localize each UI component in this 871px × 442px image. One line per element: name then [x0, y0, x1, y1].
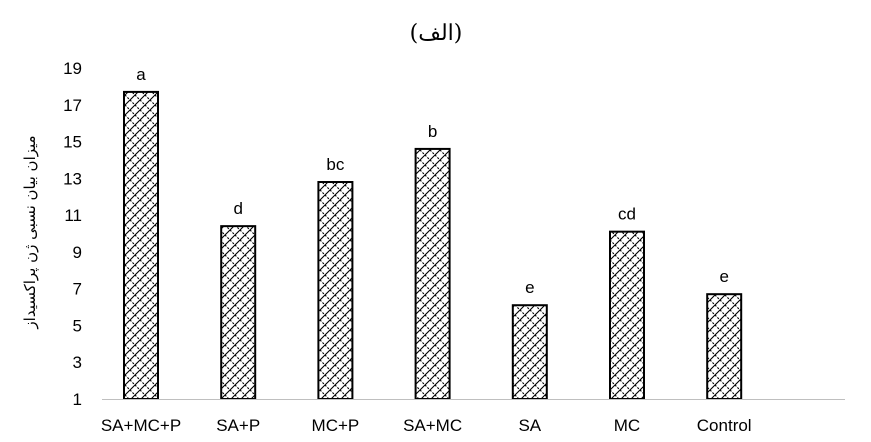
y-axis-label: میزان بیان نسبی ژن پراکسیداز	[21, 135, 40, 329]
y-tick-label: 19	[63, 59, 82, 78]
data-label: a	[136, 65, 146, 84]
x-tick-label: SA	[518, 416, 541, 435]
y-tick-label: 3	[73, 353, 82, 372]
x-tick-label: MC	[614, 416, 640, 435]
bar	[123, 90, 159, 401]
y-tick-label: 1	[73, 390, 82, 409]
x-tick-label: SA+MC+P	[101, 416, 181, 435]
x-tick-label: Control	[697, 416, 752, 435]
data-label: e	[525, 278, 534, 297]
x-tick-label: MC+P	[312, 416, 360, 435]
y-tick-label: 17	[63, 96, 82, 115]
bar	[706, 293, 743, 400]
chart-title: (الف)	[410, 21, 463, 46]
y-tick-label: 11	[64, 206, 82, 225]
data-label: bc	[326, 155, 344, 174]
bar	[414, 147, 451, 400]
y-tick-label: 13	[63, 169, 82, 188]
bar	[511, 304, 548, 401]
y-tick-label: 5	[73, 316, 82, 335]
bar	[220, 225, 257, 400]
bar	[609, 230, 645, 400]
y-tick-label: 15	[63, 133, 82, 152]
x-tick-label: SA+MC	[403, 416, 462, 435]
data-label: cd	[618, 205, 636, 224]
y-tick-label: 7	[73, 280, 82, 299]
bar	[317, 181, 354, 400]
data-label: e	[719, 267, 728, 286]
data-label: d	[233, 199, 242, 218]
y-tick-label: 9	[73, 243, 82, 262]
data-label: b	[428, 122, 437, 141]
x-tick-label: SA+P	[216, 416, 260, 435]
